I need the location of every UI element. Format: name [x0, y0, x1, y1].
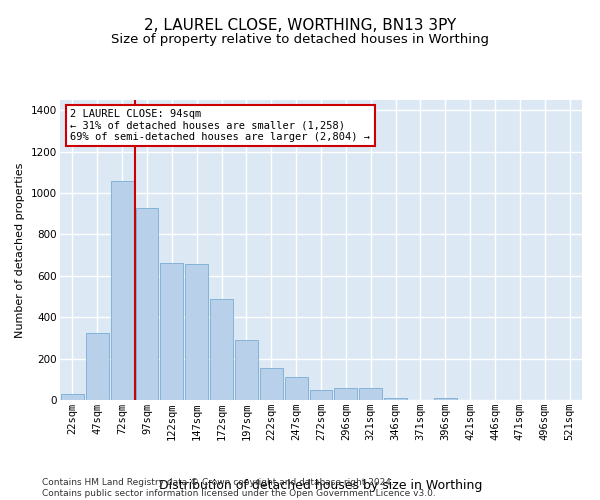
Bar [384, 398, 407, 400]
Text: Size of property relative to detached houses in Worthing: Size of property relative to detached ho… [111, 32, 489, 46]
Bar [86, 333, 109, 400]
Y-axis label: Number of detached properties: Number of detached properties [16, 162, 25, 338]
Bar [310, 390, 332, 400]
Text: 2 LAUREL CLOSE: 94sqm
← 31% of detached houses are smaller (1,258)
69% of semi-d: 2 LAUREL CLOSE: 94sqm ← 31% of detached … [70, 109, 370, 142]
Text: 2, LAUREL CLOSE, WORTHING, BN13 3PY: 2, LAUREL CLOSE, WORTHING, BN13 3PY [144, 18, 456, 32]
Bar [334, 388, 357, 400]
Bar [359, 388, 382, 400]
Bar [434, 398, 457, 400]
Bar [160, 264, 183, 400]
Bar [185, 264, 208, 400]
Text: Contains HM Land Registry data © Crown copyright and database right 2024.
Contai: Contains HM Land Registry data © Crown c… [42, 478, 436, 498]
Bar [136, 208, 158, 400]
Bar [260, 368, 283, 400]
Bar [285, 377, 308, 400]
Bar [210, 298, 233, 400]
Bar [235, 340, 258, 400]
X-axis label: Distribution of detached houses by size in Worthing: Distribution of detached houses by size … [160, 479, 482, 492]
Bar [111, 180, 134, 400]
Bar [61, 394, 84, 400]
